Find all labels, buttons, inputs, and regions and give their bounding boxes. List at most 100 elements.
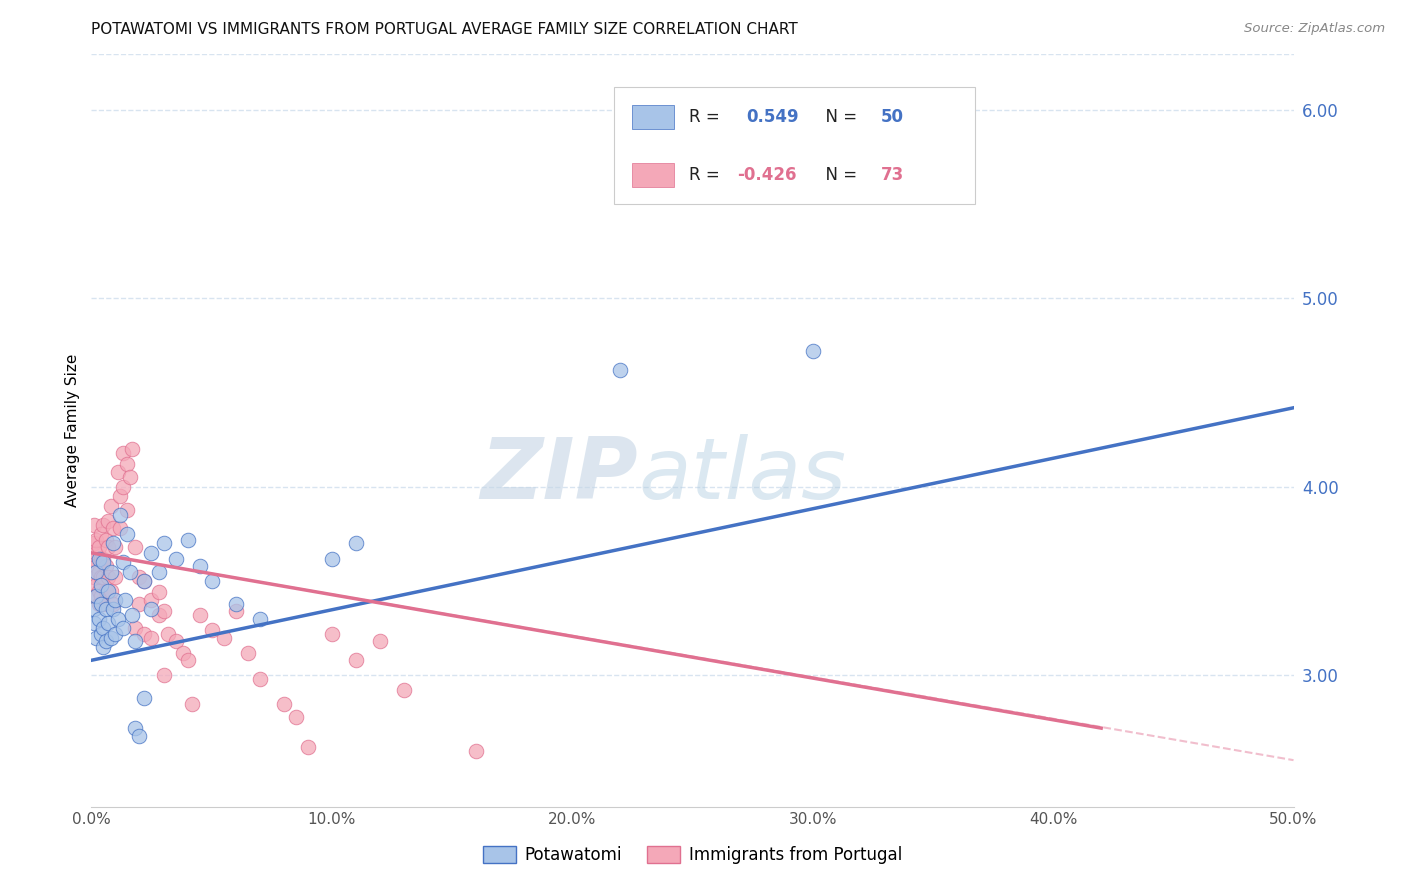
Text: N =: N = [815, 108, 862, 126]
Point [93, 551, 115, 566]
Point [124, 540, 146, 554]
Point [84, 533, 107, 547]
Point [84, 578, 107, 592]
Point [97, 583, 120, 598]
Point [114, 593, 136, 607]
Point [87, 565, 110, 579]
Point [117, 502, 139, 516]
Point [94, 634, 117, 648]
FancyBboxPatch shape [633, 163, 675, 187]
Text: Source: ZipAtlas.com: Source: ZipAtlas.com [1244, 22, 1385, 36]
Point [111, 480, 134, 494]
Point [101, 597, 124, 611]
Text: R =: R = [689, 166, 725, 184]
Point [101, 521, 124, 535]
Point [188, 608, 211, 623]
Point [148, 608, 170, 623]
Point [94, 533, 117, 547]
Point [83, 551, 105, 566]
Point [90, 627, 112, 641]
Text: R =: R = [689, 108, 730, 126]
Point [118, 470, 141, 484]
Point [100, 499, 122, 513]
Text: 50: 50 [882, 108, 904, 126]
Point [176, 653, 198, 667]
Point [87, 612, 110, 626]
Point [148, 565, 170, 579]
Point [121, 608, 143, 623]
Point [157, 627, 180, 641]
Point [93, 570, 115, 584]
Point [124, 634, 146, 648]
Point [84, 589, 107, 603]
Point [297, 739, 319, 754]
Point [97, 514, 120, 528]
Point [128, 570, 150, 584]
Text: atlas: atlas [638, 434, 846, 517]
Y-axis label: Average Family Size: Average Family Size [65, 354, 80, 507]
Point [104, 627, 127, 641]
Point [107, 612, 129, 626]
Point [152, 668, 174, 682]
Point [100, 565, 122, 579]
Point [93, 555, 115, 569]
Point [225, 604, 247, 618]
Point [134, 574, 156, 589]
Point [225, 597, 247, 611]
Text: POTAWATOMI VS IMMIGRANTS FROM PORTUGAL AVERAGE FAMILY SIZE CORRELATION CHART: POTAWATOMI VS IMMIGRANTS FROM PORTUGAL A… [91, 22, 799, 37]
Point [121, 442, 143, 457]
Point [111, 446, 134, 460]
Point [87, 551, 110, 566]
Point [188, 559, 211, 574]
Point [97, 570, 120, 584]
Point [392, 683, 415, 698]
Point [141, 546, 163, 560]
Point [134, 690, 156, 705]
FancyBboxPatch shape [633, 104, 675, 128]
Point [212, 631, 235, 645]
Point [107, 465, 129, 479]
Point [141, 631, 163, 645]
Text: 73: 73 [882, 166, 904, 184]
Point [201, 623, 224, 637]
Point [93, 640, 115, 654]
Point [94, 559, 117, 574]
Point [118, 565, 141, 579]
Point [90, 570, 112, 584]
Point [165, 551, 187, 566]
Point [104, 570, 127, 584]
Point [84, 559, 107, 574]
Point [128, 597, 150, 611]
Point [87, 540, 110, 554]
Point [83, 615, 105, 630]
Point [93, 517, 115, 532]
Point [101, 536, 124, 550]
Point [321, 551, 343, 566]
Point [110, 508, 132, 523]
Point [87, 583, 110, 598]
Point [83, 570, 105, 584]
Point [368, 634, 391, 648]
Point [100, 631, 122, 645]
Point [104, 540, 127, 554]
Point [117, 458, 139, 472]
Point [93, 621, 115, 635]
Point [84, 565, 107, 579]
Text: N =: N = [815, 166, 862, 184]
Point [87, 597, 110, 611]
Point [83, 517, 105, 532]
Point [83, 589, 105, 603]
Text: ZIP: ZIP [481, 434, 638, 517]
Point [152, 604, 174, 618]
Point [124, 621, 146, 635]
Point [83, 536, 105, 550]
Point [172, 646, 194, 660]
Point [124, 721, 146, 735]
Point [321, 627, 343, 641]
Point [181, 697, 204, 711]
Point [284, 710, 307, 724]
Text: -0.426: -0.426 [737, 166, 796, 184]
Point [94, 583, 117, 598]
Point [148, 585, 170, 599]
Point [111, 555, 134, 569]
